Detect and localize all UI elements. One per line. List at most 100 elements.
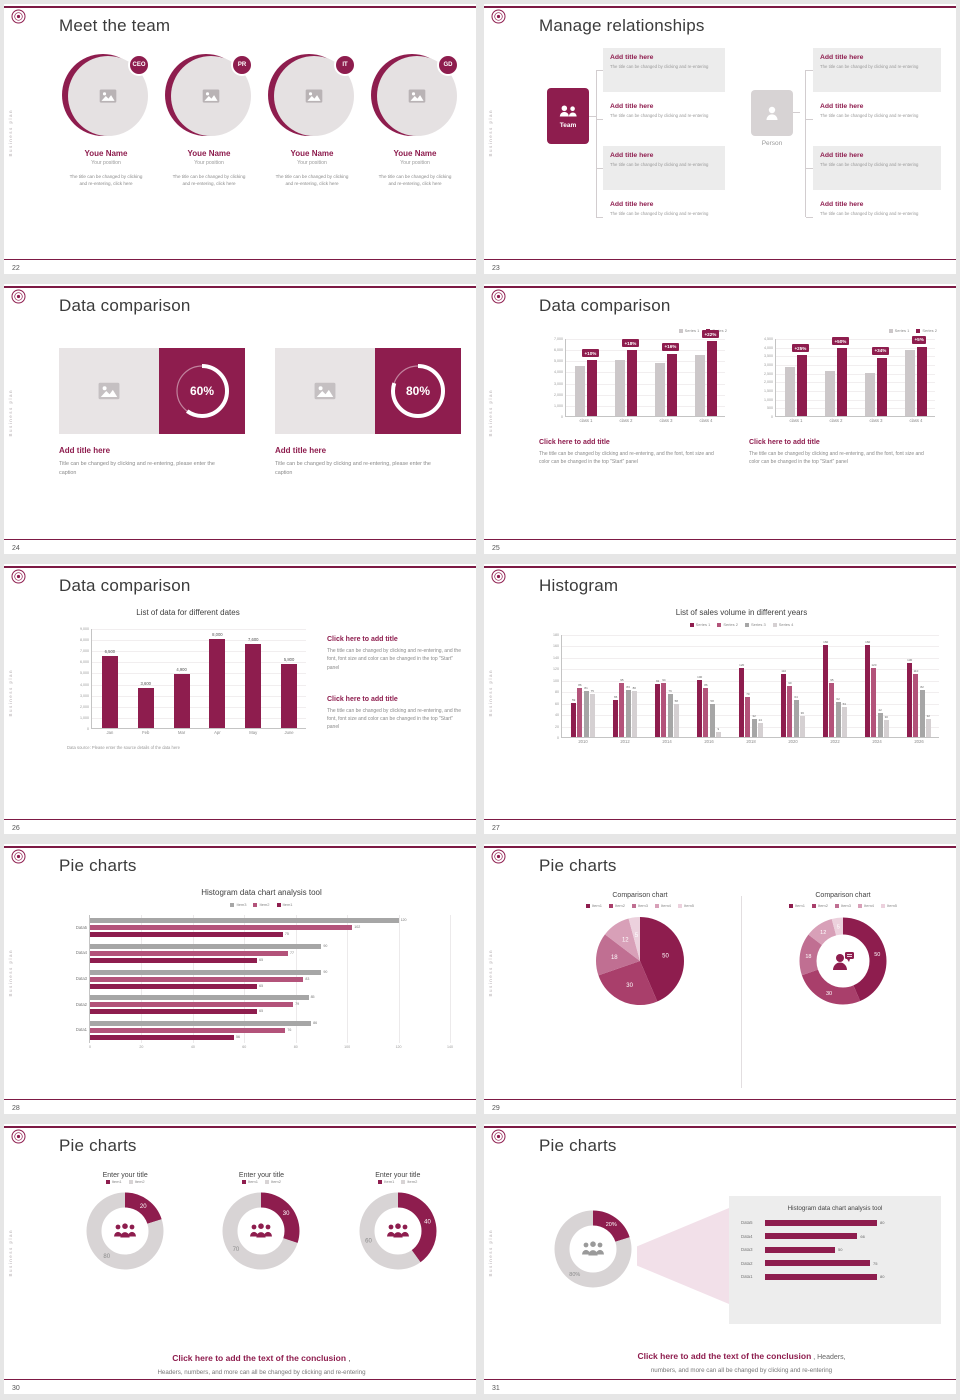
slide-24[interactable]: Business plan Data comparison 60% Add ti… bbox=[4, 284, 476, 554]
panel-title: Histogram data chart analysis tool bbox=[787, 1205, 883, 1212]
panel-bar bbox=[765, 1273, 877, 1280]
slide-bottom-rule bbox=[484, 259, 956, 260]
bar bbox=[137, 688, 154, 728]
growth-flag: +16% bbox=[662, 342, 679, 351]
legend-swatch bbox=[128, 1179, 133, 1184]
slide-23[interactable]: Business plan Manage relationships Team … bbox=[484, 4, 956, 274]
item-description: The title can be changed by clicking and… bbox=[820, 211, 919, 216]
slice-label: 18 bbox=[805, 954, 811, 960]
member-description: The title can be changed by clicking and… bbox=[378, 174, 452, 187]
slide-31[interactable]: Business plan Pie charts 20% 80% Histogra… bbox=[484, 1124, 956, 1394]
bar-series1 bbox=[823, 645, 829, 737]
gridline bbox=[562, 646, 939, 648]
chart-title: Comparison chart bbox=[815, 892, 871, 899]
gridline bbox=[92, 706, 306, 708]
bar-series2 bbox=[745, 696, 751, 737]
school-logo-icon bbox=[11, 9, 26, 24]
item-title: Add title here bbox=[610, 54, 654, 61]
legend-swatch bbox=[678, 903, 683, 908]
legend-swatch bbox=[655, 903, 659, 908]
panel-bar-row: Data5 80 bbox=[741, 1219, 929, 1226]
panel-bar-label: Data2 bbox=[741, 1260, 753, 1266]
legend-item: Series 1 bbox=[689, 622, 710, 627]
slide-title: Data comparison bbox=[59, 576, 191, 595]
team-grid: CEO Youe Name Your position The title ca… bbox=[59, 48, 464, 256]
bar-series4 bbox=[799, 716, 805, 737]
growth-flag: +10% bbox=[582, 349, 599, 358]
item-title: Add title here bbox=[610, 103, 654, 110]
growth-flag: +50% bbox=[832, 337, 849, 346]
growth-flag: +22% bbox=[702, 330, 719, 339]
chart-legend: Item1 Item2 Item3 Item4 Item5 bbox=[539, 903, 741, 908]
bar bbox=[101, 655, 118, 728]
y-tick-label: 1,000 bbox=[554, 403, 563, 408]
x-tick-label: 80 bbox=[293, 1045, 298, 1049]
comparison-block: 60% Add title here Title can be changed … bbox=[59, 348, 245, 478]
legend-swatch bbox=[881, 903, 886, 908]
gridline bbox=[92, 662, 306, 664]
legend-label: Item1 bbox=[591, 903, 602, 908]
y-tick-label: 3,000 bbox=[764, 363, 773, 367]
avatar: CEO bbox=[62, 54, 150, 140]
x-tick-label: 0 bbox=[89, 1045, 91, 1049]
bar-series2 bbox=[619, 682, 625, 737]
pie-segment bbox=[175, 364, 229, 418]
legend-swatch bbox=[834, 903, 839, 908]
slide-30[interactable]: Business plan Pie charts Enter your titl… bbox=[4, 1124, 476, 1394]
y-tick-label: 160 bbox=[553, 644, 559, 649]
y-tick-label: 4,000 bbox=[764, 345, 773, 350]
page-number: 22 bbox=[12, 265, 20, 272]
value-label: 102 bbox=[354, 925, 361, 930]
value-label: 59 bbox=[572, 698, 576, 703]
slide-28[interactable]: Business plan Pie charts Histogram data … bbox=[4, 844, 476, 1114]
y-tick-label: 140 bbox=[553, 655, 559, 660]
bar bbox=[209, 639, 226, 728]
value-label: 8,000 bbox=[212, 632, 223, 638]
slide-29[interactable]: Business plan Pie charts Comparison char… bbox=[484, 844, 956, 1114]
bar-series1 bbox=[907, 662, 913, 737]
panel-bar bbox=[765, 1260, 870, 1266]
pie-segment bbox=[554, 1210, 632, 1288]
value-label: 100 bbox=[697, 674, 703, 679]
value-label: 5,800 bbox=[283, 656, 295, 662]
slice-label: 60 bbox=[365, 1239, 372, 1245]
x-category-label: Mar bbox=[177, 730, 186, 735]
bar-series1 bbox=[695, 354, 705, 416]
donut-chart: 50 30 18 12 5 bbox=[799, 917, 887, 1005]
pie-segment bbox=[799, 917, 887, 1005]
value-label: 6,500 bbox=[104, 648, 116, 654]
slide-27[interactable]: Business plan Histogram List of sales vo… bbox=[484, 564, 956, 834]
school-logo-icon bbox=[491, 569, 506, 584]
slide-26[interactable]: Business plan Data comparison List of da… bbox=[4, 564, 476, 834]
gridline bbox=[92, 651, 306, 653]
value-label: 9 bbox=[717, 726, 720, 731]
slide-bottom-rule bbox=[484, 819, 956, 820]
legend-item: Series 2 bbox=[916, 328, 937, 333]
slide-bottom-rule bbox=[4, 539, 476, 540]
value-label: 70 bbox=[746, 691, 750, 696]
bar-series1 bbox=[905, 350, 915, 416]
item-description: The title can be changed by clicking and… bbox=[610, 113, 709, 118]
school-logo-icon bbox=[11, 569, 26, 584]
slide-22[interactable]: Business plan Meet the team CEO Youe Nam… bbox=[4, 4, 476, 274]
gridline bbox=[566, 372, 725, 374]
slide-25[interactable]: Business plan Data comparison Series 1 Se… bbox=[484, 284, 956, 554]
gridline bbox=[92, 640, 306, 642]
bar-item1 bbox=[90, 957, 258, 963]
gridline bbox=[562, 635, 939, 636]
gridline bbox=[776, 347, 935, 349]
legend-item: Item4 bbox=[655, 903, 671, 908]
y-tick-label: 1,500 bbox=[764, 389, 773, 393]
team-member: CEO Youe Name Your position The title ca… bbox=[59, 54, 153, 256]
gridline bbox=[562, 657, 939, 659]
item-description: The title can be changed by clicking and… bbox=[610, 211, 709, 216]
legend-item: Item5 bbox=[678, 903, 694, 908]
gridline bbox=[450, 915, 451, 1043]
slide-bottom-rule bbox=[484, 1099, 956, 1100]
team-member: GD Youe Name Your position The title can… bbox=[368, 54, 462, 256]
slice-label: 50 bbox=[662, 954, 669, 960]
y-tick-label: 6,000 bbox=[80, 660, 89, 665]
legend-label: Item1 bbox=[111, 1179, 122, 1184]
legend-label: Series 1 bbox=[684, 328, 700, 333]
y-tick-label: 9,000 bbox=[80, 627, 89, 631]
